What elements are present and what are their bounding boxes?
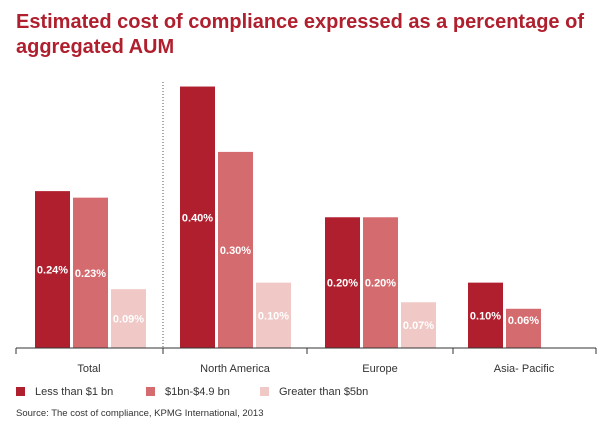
- data-label: 0.20%: [365, 278, 396, 290]
- data-label: 0.07%: [403, 320, 434, 332]
- category-label: Asia- Pacific: [494, 363, 555, 375]
- bar: [111, 289, 146, 348]
- category-label: North America: [200, 363, 271, 375]
- legend-item-1bn-4-9bn: $1bn-$4.9 bn: [146, 386, 230, 398]
- data-label: 0.06%: [508, 315, 539, 327]
- data-label: 0.10%: [470, 310, 501, 322]
- legend-label: Less than $1 bn: [35, 386, 114, 398]
- bar: [256, 282, 291, 348]
- chart-title: Estimated cost of compliance expressed a…: [16, 11, 584, 58]
- legend-label: $1bn-$4.9 bn: [165, 386, 230, 398]
- data-label: 0.10%: [258, 310, 289, 322]
- bar: [506, 308, 541, 348]
- legend-swatch: [146, 387, 155, 396]
- data-label: 0.30%: [220, 245, 251, 257]
- bar: [218, 151, 253, 348]
- bar: [401, 302, 436, 348]
- source-note: Source: The cost of compliance, KPMG Int…: [16, 408, 264, 419]
- bar: [363, 217, 398, 348]
- legend-label: Greater than $5bn: [279, 386, 369, 398]
- data-label: 0.23%: [75, 268, 106, 280]
- bar: [73, 197, 108, 348]
- category-label: Total: [77, 363, 100, 375]
- legend-swatch: [260, 387, 269, 396]
- data-label: 0.09%: [113, 314, 144, 326]
- legend-swatch: [16, 387, 25, 396]
- bar: [35, 191, 70, 348]
- data-label: 0.24%: [37, 265, 68, 277]
- legend-item-less-than-1bn: Less than $1 bn: [16, 386, 113, 398]
- data-label: 0.20%: [327, 278, 358, 290]
- bar: [468, 282, 503, 348]
- legend-item-greater-than-5bn: Greater than $5bn: [260, 386, 368, 398]
- bar: [180, 86, 215, 348]
- bar: [325, 217, 360, 348]
- category-label: Europe: [362, 363, 397, 375]
- data-label: 0.40%: [182, 212, 213, 224]
